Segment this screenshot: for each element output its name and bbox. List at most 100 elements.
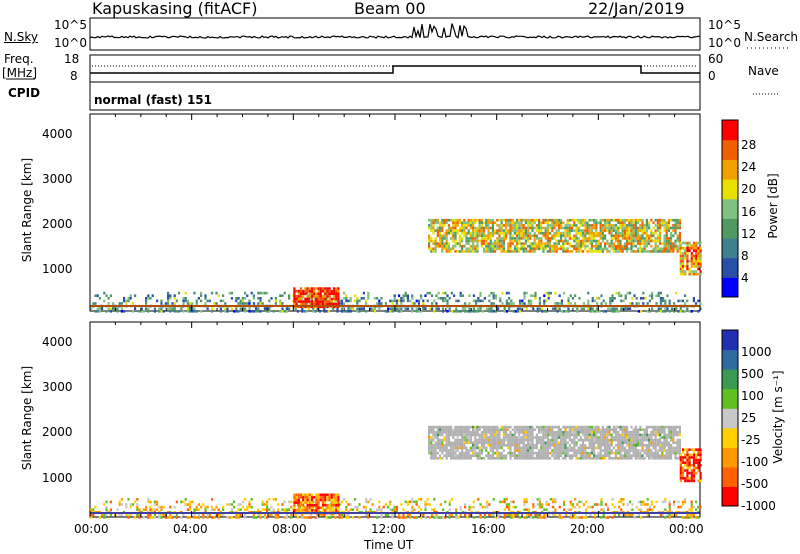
data-cell <box>464 505 467 509</box>
data-cell <box>681 265 685 268</box>
data-cell <box>646 310 649 313</box>
data-cell <box>290 516 293 519</box>
data-cell <box>606 431 609 434</box>
data-cell <box>637 239 640 243</box>
data-cell <box>568 446 571 450</box>
data-cell <box>620 498 623 501</box>
data-cell <box>310 501 314 504</box>
data-cell <box>684 498 687 501</box>
data-cell <box>659 441 662 444</box>
data-cell <box>674 239 677 243</box>
data-cell <box>604 451 607 455</box>
data-cell <box>448 503 451 506</box>
data-cell <box>325 310 328 313</box>
data-cell <box>558 302 561 305</box>
data-cell <box>584 433 587 437</box>
data-cell <box>317 300 320 303</box>
data-cell <box>380 297 383 300</box>
data-cell <box>536 307 539 310</box>
data-cell <box>690 254 693 258</box>
data-cell <box>610 451 613 455</box>
data-cell <box>573 234 576 238</box>
data-cell <box>175 310 178 313</box>
data-cell <box>684 249 687 253</box>
data-cell <box>533 234 536 238</box>
data-cell <box>321 513 324 517</box>
data-cell <box>553 444 556 447</box>
data-cell <box>483 226 486 230</box>
data-cell <box>494 310 497 313</box>
data-cell <box>661 449 664 452</box>
data-cell <box>162 513 165 517</box>
data-cell <box>667 454 670 457</box>
data-cell <box>279 299 282 303</box>
data-cell <box>437 291 440 295</box>
data-cell <box>498 446 501 450</box>
data-cell <box>590 229 593 232</box>
data-cell <box>551 441 554 444</box>
data-cell <box>365 498 368 501</box>
data-cell <box>588 239 591 243</box>
data-cell <box>555 436 558 439</box>
data-cell <box>151 294 154 297</box>
data-cell <box>604 441 607 444</box>
data-cell <box>308 292 311 296</box>
data-cell <box>508 297 511 300</box>
data-cell <box>659 428 662 431</box>
data-cell <box>441 446 444 450</box>
data-cell <box>679 479 682 483</box>
data-cell <box>601 449 604 452</box>
data-cell <box>663 433 666 437</box>
data-cell <box>456 242 459 245</box>
nave-tick-bottom: 0 <box>708 69 716 83</box>
data-cell <box>609 302 612 305</box>
data-cell <box>160 302 163 305</box>
data-cell <box>452 239 455 243</box>
data-cell <box>672 425 675 429</box>
data-cell <box>643 242 646 245</box>
data-cell <box>477 310 480 313</box>
data-cell <box>695 458 698 462</box>
data-cell <box>560 299 563 303</box>
data-cell <box>663 250 666 253</box>
data-cell <box>469 457 472 460</box>
data-cell <box>507 436 510 439</box>
data-cell <box>678 237 681 240</box>
data-cell <box>540 242 543 245</box>
data-cell <box>652 451 655 455</box>
data-cell <box>518 234 521 238</box>
data-cell <box>434 436 437 439</box>
data-cell <box>659 221 662 225</box>
data-cell <box>679 453 682 457</box>
data-cell <box>413 302 416 305</box>
data-cell <box>593 425 596 429</box>
data-cell <box>560 451 563 455</box>
data-cell <box>432 457 435 460</box>
data-cell <box>600 503 603 506</box>
data-cell <box>453 294 456 297</box>
data-cell <box>428 438 431 442</box>
data-cell <box>595 226 598 230</box>
data-cell <box>524 433 527 437</box>
data-cell <box>434 221 437 225</box>
data-cell <box>591 310 594 313</box>
data-cell <box>632 454 635 457</box>
data-cell <box>458 433 461 437</box>
data-cell <box>645 451 648 455</box>
data-cell <box>487 242 490 245</box>
data-cell <box>628 218 631 222</box>
data-cell <box>509 226 512 230</box>
data-cell <box>432 428 435 431</box>
data-cell <box>554 302 557 305</box>
data-cell <box>288 294 291 297</box>
data-cell <box>645 229 648 232</box>
data-cell <box>630 242 633 245</box>
data-cell <box>665 242 668 245</box>
data-cell <box>546 444 549 447</box>
data-cell <box>443 428 446 431</box>
data-cell <box>562 242 565 245</box>
data-cell <box>679 262 682 266</box>
data-cell <box>538 302 541 305</box>
data-cell <box>502 431 505 434</box>
data-cell <box>516 446 519 450</box>
